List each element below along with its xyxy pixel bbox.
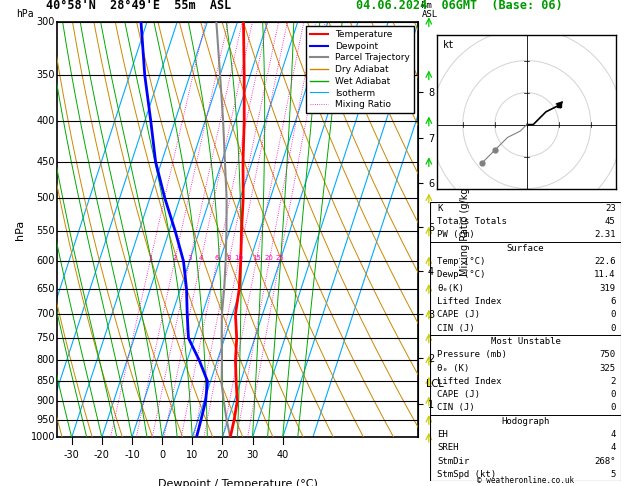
Text: 30: 30 <box>247 450 259 460</box>
Text: 2.31: 2.31 <box>594 230 616 240</box>
Text: 800: 800 <box>36 355 55 365</box>
Text: 319: 319 <box>599 284 616 293</box>
Text: 25: 25 <box>276 255 284 260</box>
Text: 22.6: 22.6 <box>594 257 616 266</box>
Text: PW (cm): PW (cm) <box>437 230 475 240</box>
Text: Surface: Surface <box>507 244 544 253</box>
Text: 700: 700 <box>36 309 55 319</box>
Text: CIN (J): CIN (J) <box>437 403 475 413</box>
Text: 6: 6 <box>610 297 616 306</box>
Text: 0: 0 <box>610 403 616 413</box>
Text: Mixing Ratio (g/kg): Mixing Ratio (g/kg) <box>460 184 470 276</box>
Text: CIN (J): CIN (J) <box>437 324 475 332</box>
Text: 4: 4 <box>610 430 616 439</box>
Text: 11.4: 11.4 <box>594 270 616 279</box>
Text: 45: 45 <box>605 217 616 226</box>
Text: 3: 3 <box>187 255 192 260</box>
Text: 750: 750 <box>599 350 616 359</box>
Text: 4: 4 <box>199 255 203 260</box>
Text: Temp (°C): Temp (°C) <box>437 257 486 266</box>
Text: hPa: hPa <box>16 220 25 240</box>
Text: 350: 350 <box>36 70 55 80</box>
Text: 6: 6 <box>215 255 220 260</box>
Text: kt: kt <box>443 39 454 50</box>
Text: 268°: 268° <box>594 457 616 466</box>
Text: CAPE (J): CAPE (J) <box>437 390 481 399</box>
Text: -30: -30 <box>64 450 79 460</box>
Text: km
ASL: km ASL <box>421 1 438 19</box>
Text: 20: 20 <box>216 450 228 460</box>
Text: EH: EH <box>437 430 448 439</box>
Text: 0: 0 <box>610 390 616 399</box>
Text: 325: 325 <box>599 364 616 373</box>
Text: Most Unstable: Most Unstable <box>491 337 560 346</box>
Text: 550: 550 <box>36 226 55 236</box>
Text: 600: 600 <box>36 256 55 266</box>
Text: 2: 2 <box>172 255 177 260</box>
Text: 900: 900 <box>36 396 55 406</box>
Text: 500: 500 <box>36 193 55 203</box>
Text: Lifted Index: Lifted Index <box>437 297 502 306</box>
Text: 15: 15 <box>252 255 261 260</box>
Text: 950: 950 <box>36 415 55 425</box>
Text: K: K <box>437 204 443 213</box>
Text: Lifted Index: Lifted Index <box>437 377 502 386</box>
Text: 5: 5 <box>610 470 616 479</box>
Text: 0: 0 <box>159 450 165 460</box>
Text: 750: 750 <box>36 333 55 343</box>
Text: © weatheronline.co.uk: © weatheronline.co.uk <box>477 476 574 485</box>
Text: Dewpoint / Temperature (°C): Dewpoint / Temperature (°C) <box>157 479 318 486</box>
Text: 04.06.2024  06GMT  (Base: 06): 04.06.2024 06GMT (Base: 06) <box>356 0 562 12</box>
Text: 23: 23 <box>605 204 616 213</box>
Text: 1: 1 <box>148 255 153 260</box>
Text: Totals Totals: Totals Totals <box>437 217 507 226</box>
Text: θₑ (K): θₑ (K) <box>437 364 469 373</box>
Text: θₑ(K): θₑ(K) <box>437 284 464 293</box>
Text: -10: -10 <box>124 450 140 460</box>
Text: SREH: SREH <box>437 443 459 452</box>
Text: StmDir: StmDir <box>437 457 469 466</box>
Text: 10: 10 <box>186 450 198 460</box>
Text: Hodograph: Hodograph <box>501 417 550 426</box>
Text: CAPE (J): CAPE (J) <box>437 310 481 319</box>
Text: 0: 0 <box>610 310 616 319</box>
Text: 300: 300 <box>36 17 55 27</box>
Text: hPa: hPa <box>16 9 33 19</box>
Text: 8: 8 <box>227 255 231 260</box>
Text: -20: -20 <box>94 450 109 460</box>
Text: 20: 20 <box>265 255 274 260</box>
Text: LCL: LCL <box>425 379 443 389</box>
Text: 40°58'N  28°49'E  55m  ASL: 40°58'N 28°49'E 55m ASL <box>46 0 231 12</box>
Text: 850: 850 <box>36 376 55 386</box>
Text: 4: 4 <box>610 443 616 452</box>
Text: 40: 40 <box>277 450 289 460</box>
Text: 1000: 1000 <box>31 433 55 442</box>
Text: 400: 400 <box>36 116 55 126</box>
Text: 450: 450 <box>36 157 55 167</box>
Text: 650: 650 <box>36 284 55 294</box>
Legend: Temperature, Dewpoint, Parcel Trajectory, Dry Adiabat, Wet Adiabat, Isotherm, Mi: Temperature, Dewpoint, Parcel Trajectory… <box>306 26 414 113</box>
Text: Pressure (mb): Pressure (mb) <box>437 350 507 359</box>
Text: 0: 0 <box>610 324 616 332</box>
Text: Dewp (°C): Dewp (°C) <box>437 270 486 279</box>
Text: StmSpd (kt): StmSpd (kt) <box>437 470 496 479</box>
Text: 10: 10 <box>234 255 243 260</box>
Text: 2: 2 <box>610 377 616 386</box>
